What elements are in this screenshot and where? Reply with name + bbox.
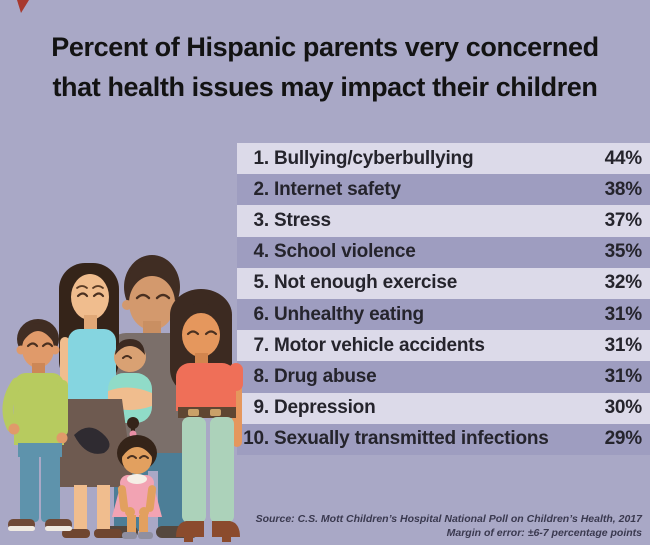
concern-value: 31% bbox=[604, 334, 643, 356]
margin-of-error-line: Margin of error: ±6-7 percentage points bbox=[446, 526, 642, 539]
rank-row-4: 4. School violence 35% bbox=[237, 236, 650, 268]
concern-label: Depression bbox=[274, 397, 376, 419]
concern-value: 35% bbox=[604, 241, 643, 263]
teen-daughter-figure bbox=[170, 289, 243, 542]
rank-row-7: 7. Motor vehicle accidents 31% bbox=[237, 330, 650, 362]
rank-row-2: 2. Internet safety 38% bbox=[237, 174, 650, 206]
concern-value: 31% bbox=[604, 303, 643, 325]
concern-value: 38% bbox=[604, 178, 643, 200]
concern-label: Not enough exercise bbox=[274, 272, 458, 294]
family-illustration bbox=[2, 255, 243, 542]
rank-row-10: 10. Sexually transmitted infections 29% bbox=[237, 423, 650, 455]
rank-number: 2. bbox=[253, 178, 270, 200]
rank-number: 1. bbox=[253, 147, 270, 169]
rank-row-9: 9. Depression 30% bbox=[237, 392, 650, 424]
title-line-2: that health issues may impact their chil… bbox=[52, 72, 598, 102]
title-line-1: Percent of Hispanic parents very concern… bbox=[51, 32, 599, 62]
concern-value: 31% bbox=[604, 365, 643, 387]
corner-accent-triangle bbox=[17, 0, 29, 13]
concern-label: Unhealthy eating bbox=[274, 303, 424, 325]
concern-label: Stress bbox=[274, 209, 331, 231]
rank-number: 6. bbox=[253, 303, 270, 325]
mother-skirt bbox=[52, 399, 134, 538]
rank-row-3: 3. Stress 37% bbox=[237, 205, 650, 237]
rank-number: 3. bbox=[253, 209, 270, 231]
concern-value: 37% bbox=[604, 209, 643, 231]
rank-row-6: 6. Unhealthy eating 31% bbox=[237, 298, 650, 331]
concern-label: School violence bbox=[274, 241, 416, 263]
concern-value: 30% bbox=[604, 397, 643, 419]
concern-label: Motor vehicle accidents bbox=[274, 334, 485, 356]
concern-value: 44% bbox=[604, 147, 643, 169]
rank-number: 7. bbox=[253, 334, 270, 356]
rank-number: 4. bbox=[253, 241, 270, 263]
source-line: Source: C.S. Mott Children’s Hospital Na… bbox=[255, 513, 642, 525]
toddler-daughter-figure bbox=[112, 417, 162, 539]
concern-value: 29% bbox=[604, 428, 643, 450]
concern-label: Sexually transmitted infections bbox=[274, 428, 549, 450]
rank-row-1: 1. Bullying/cyberbullying 44% bbox=[237, 143, 650, 175]
concern-value: 32% bbox=[604, 272, 643, 294]
concern-rank-list: 1. Bullying/cyberbullying 44% 2. Interne… bbox=[237, 143, 650, 455]
rank-row-8: 8. Drug abuse 31% bbox=[237, 361, 650, 393]
rank-row-5: 5. Not enough exercise 32% bbox=[237, 267, 650, 299]
concern-label: Bullying/cyberbullying bbox=[274, 147, 474, 169]
source-attribution: Source: C.S. Mott Children’s Hospital Na… bbox=[256, 513, 642, 540]
concern-label: Internet safety bbox=[274, 178, 401, 200]
page-title: Percent of Hispanic parents very concern… bbox=[0, 27, 650, 107]
concern-label: Drug abuse bbox=[274, 365, 377, 387]
son-figure bbox=[2, 319, 72, 531]
rank-number: 5. bbox=[253, 272, 270, 294]
rank-number: 9. bbox=[253, 397, 270, 419]
rank-number: 10. bbox=[243, 428, 269, 450]
rank-number: 8. bbox=[253, 365, 270, 387]
